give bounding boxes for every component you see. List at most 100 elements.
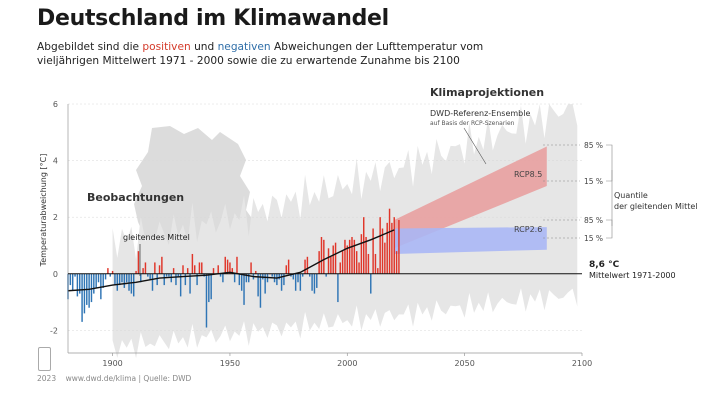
bar-1885 [76,273,79,297]
bar-1912 [140,273,142,283]
bar-1953 [236,256,238,274]
bar-1936 [196,273,198,286]
y-tick-4: 4 [53,157,58,166]
bar-1925 [170,273,172,283]
bar-2006 [360,234,363,274]
y-gridlines [68,103,582,331]
bar-1956 [243,273,245,305]
bar-1894 [97,273,100,283]
bar-1893 [95,273,97,288]
label-klimaprojektionen: Klimaprojektionen [430,86,544,99]
bar-1993 [330,256,332,274]
bar-1961 [255,270,257,274]
bar-1951 [231,268,234,274]
bar-1986 [313,273,316,294]
bar-2003 [353,239,356,274]
bar-1980 [299,273,302,291]
bar-2009 [367,253,370,274]
bar-1959 [250,262,252,274]
page-title: Deutschland im Klimawandel [37,6,389,31]
label-ensemble-line2: auf Basis der RCP-Szenarien [430,120,515,127]
bar-1945 [217,265,219,274]
bar-2018 [388,208,391,274]
bar-1903 [118,273,121,286]
bar-1905 [123,273,126,288]
bar-1920 [158,265,161,274]
bar-1922 [163,273,165,286]
bar-2017 [386,222,388,274]
bar-1941 [208,273,210,303]
bar-1898 [107,268,109,274]
x-tick-2100: 2100 [572,359,592,368]
bar-1998 [341,251,344,274]
bar-1919 [156,273,158,286]
label-rcp85-p85: 85 % [584,141,603,150]
bar-2002 [351,236,353,274]
bar-1883 [71,273,74,291]
bar-1989 [320,236,323,274]
bar-1929 [179,273,182,297]
label-rcp85-p15: 15 % [584,177,603,186]
bar-1972 [280,273,283,291]
bar-1981 [301,273,304,277]
bar-1999 [344,239,346,274]
bar-1965 [264,273,266,294]
bar-1901 [114,273,116,286]
bar-1913 [142,268,144,274]
bar-2016 [384,242,386,274]
ensemble-envelope-area [112,104,578,359]
bar-1950 [229,262,231,274]
label-rcp85: RCP8.5 [514,170,542,179]
axis-tick-labels: -2 0 2 4 6 1900 1950 2000 2050 2100 [50,100,592,368]
x-tick-1900: 1900 [102,359,122,368]
bar-2022 [398,220,400,274]
bar-1994 [332,245,334,274]
bar-1954 [238,273,241,286]
bar-1918 [154,262,156,274]
bar-1888 [83,273,86,314]
footer-year: 2023 [37,374,57,383]
baseline-caption: Mittelwert 1971-2000 [589,271,676,280]
bar-1932 [186,268,189,274]
bar-1955 [240,273,243,291]
bar-1946 [219,273,222,277]
bar-1957 [245,273,248,283]
bar-1884 [74,273,76,277]
bar-1917 [151,273,154,291]
bar-1949 [226,259,229,274]
bar-1948 [224,256,226,274]
bar-1977 [292,273,295,280]
label-beobachtungen: Beobachtungen [87,191,184,204]
ensemble-envelope [112,104,578,359]
bar-1991 [325,273,327,277]
bar-1906 [125,273,128,283]
bar-2019 [391,222,393,274]
x-tick-1950: 1950 [220,359,240,368]
footer-source: www.dwd.de/klima | Quelle: DWD [65,374,192,383]
bar-1995 [334,242,337,274]
bar-1931 [184,273,187,286]
label-quantile-line2: der gleitenden Mittel [614,202,698,211]
bar-1887 [81,273,83,322]
bar-1962 [257,273,259,297]
bar-1937 [198,262,201,274]
label-rcp26: RCP2.6 [514,225,542,234]
bar-1927 [175,273,177,286]
bar-2001 [348,239,351,274]
x-tick-2000: 2000 [337,359,357,368]
bar-1935 [194,265,196,274]
bar-1910 [135,270,137,274]
bar-1974 [285,265,288,274]
y-axis-label: Temperaturabweichung [°C] [39,154,48,268]
bar-1979 [297,273,299,283]
subtitle-line-2: vieljährigen Mittelwert 1971 - 2000 sowi… [37,55,460,67]
bar-1899 [109,273,111,277]
bar-1968 [271,273,273,277]
label-quantile-line1: Quantile [614,191,648,200]
bar-1904 [121,273,123,283]
bar-2013 [377,268,379,274]
bar-2015 [381,228,384,274]
bar-1921 [161,256,163,274]
label-rcp26-p15: 15 % [584,234,603,243]
bar-2020 [393,217,395,274]
